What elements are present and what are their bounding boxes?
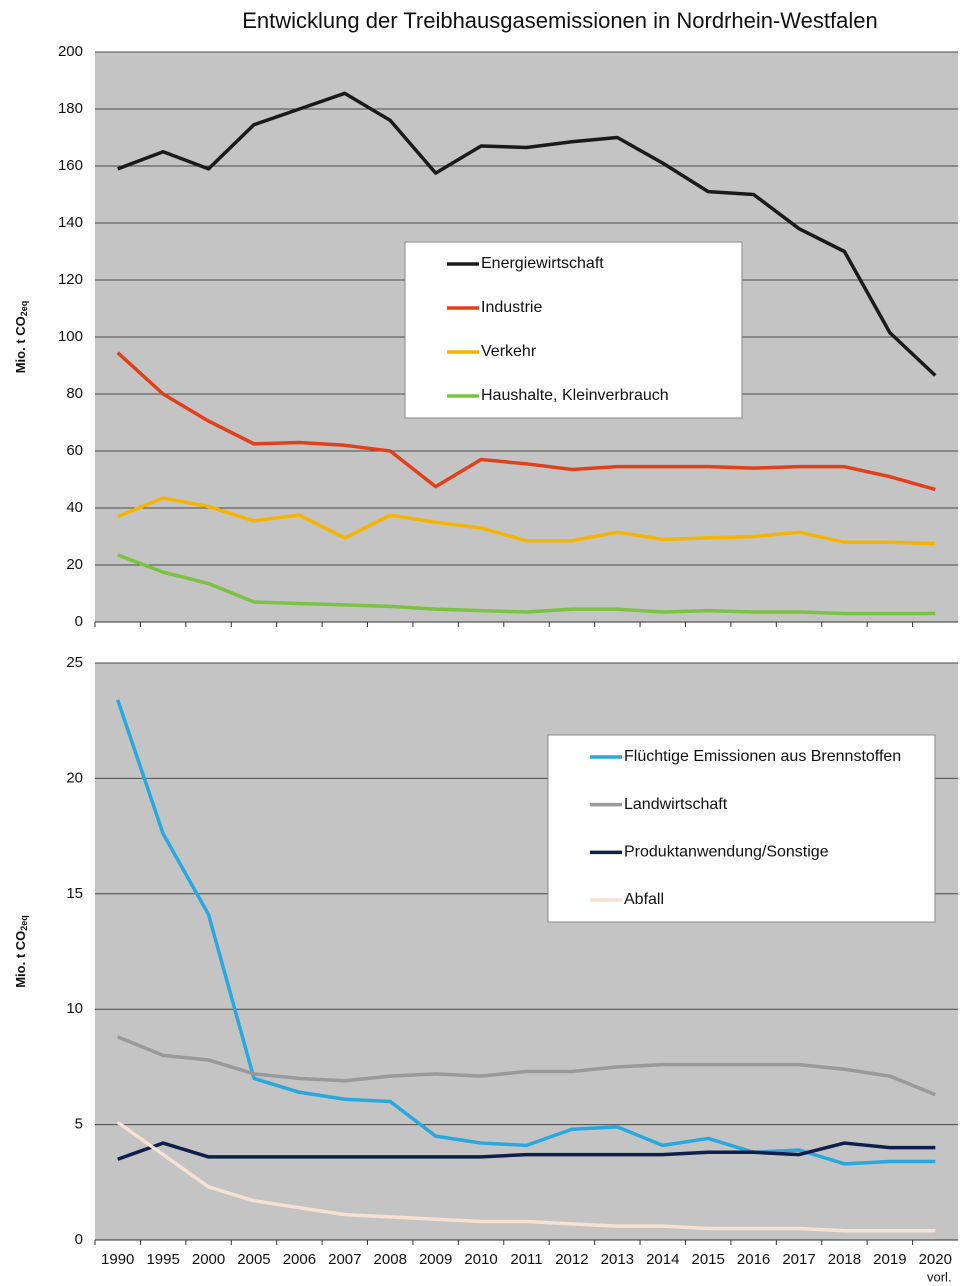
legend-label: Landwirtschaft (624, 796, 728, 813)
x-tick-label: 2006 (283, 1251, 316, 1268)
x-tick-label: 2020 (919, 1251, 952, 1268)
legend-label: Haushalte, Kleinverbrauch (481, 387, 669, 404)
y-tick-label: 15 (66, 885, 83, 902)
line-series (116, 351, 936, 492)
y-tick-label: 40 (66, 499, 83, 516)
chart-title: Entwicklung der Treibhausgasemissionen i… (242, 8, 877, 33)
x-tick-label: 2010 (464, 1251, 497, 1268)
y-tick-label: 140 (58, 214, 83, 231)
x-tick-label: 2019 (873, 1251, 906, 1268)
x-note: vorl. (927, 1269, 952, 1284)
legend (547, 734, 936, 923)
legend-label: Flüchtige Emissionen aus Brennstoffen (624, 748, 901, 765)
legend-label: Produktanwendung/Sonstige (624, 844, 829, 861)
y-tick-label: 0 (75, 613, 83, 630)
y-tick-label: 20 (66, 556, 83, 573)
line-series (116, 699, 936, 1166)
legend (404, 241, 743, 419)
line-series (117, 496, 936, 546)
x-tick-label: 2017 (782, 1251, 815, 1268)
x-tick-label: 2014 (646, 1251, 679, 1268)
y-axis-label-sub: 2eq (19, 915, 29, 931)
y-axis-label: Mio. t CO2eq (13, 915, 29, 988)
line-series (117, 1141, 936, 1161)
x-tick-label: 2015 (691, 1251, 724, 1268)
x-tick-label: 2012 (555, 1251, 588, 1268)
legend-label: Energiewirtschaft (481, 255, 604, 272)
x-tick-label: 2016 (737, 1251, 770, 1268)
y-tick-label: 160 (58, 157, 83, 174)
y-tick-label: 60 (66, 442, 83, 459)
y-axis-label: Mio. t CO2eq (13, 301, 29, 374)
line-series (117, 1035, 936, 1097)
line-series (117, 91, 937, 377)
x-tick-label: 2000 (192, 1251, 225, 1268)
x-tick-label: 1995 (146, 1251, 179, 1268)
legend-label: Industrie (481, 299, 542, 316)
y-axis-label-main: Mio. t CO (13, 316, 28, 373)
y-tick-label: 20 (66, 769, 83, 786)
x-tick-label: 2011 (510, 1251, 542, 1268)
y-tick-label: 0 (75, 1231, 83, 1248)
x-tick-label: 1990 (101, 1251, 134, 1268)
line-series (116, 1120, 936, 1233)
y-tick-label: 80 (66, 385, 83, 402)
line-series (117, 553, 936, 616)
y-tick-label: 10 (66, 1000, 83, 1017)
y-tick-label: 100 (58, 328, 83, 345)
y-axis-label-main: Mio. t CO (13, 931, 28, 988)
x-tick-label: 2007 (328, 1251, 361, 1268)
x-tick-label: 2008 (374, 1251, 407, 1268)
x-tick-label: 2018 (828, 1251, 861, 1268)
x-tick-label: 2009 (419, 1251, 452, 1268)
x-tick-label: 2013 (601, 1251, 634, 1268)
y-tick-label: 120 (58, 271, 83, 288)
legend-label: Verkehr (481, 343, 537, 360)
y-axis-label-sub: 2eq (19, 301, 29, 317)
y-tick-label: 200 (58, 43, 83, 60)
legend-label: Abfall (624, 891, 664, 908)
x-tick-label: 2005 (237, 1251, 270, 1268)
y-tick-label: 5 (75, 1116, 83, 1133)
y-tick-label: 180 (58, 100, 83, 117)
y-tick-label: 25 (66, 654, 83, 671)
